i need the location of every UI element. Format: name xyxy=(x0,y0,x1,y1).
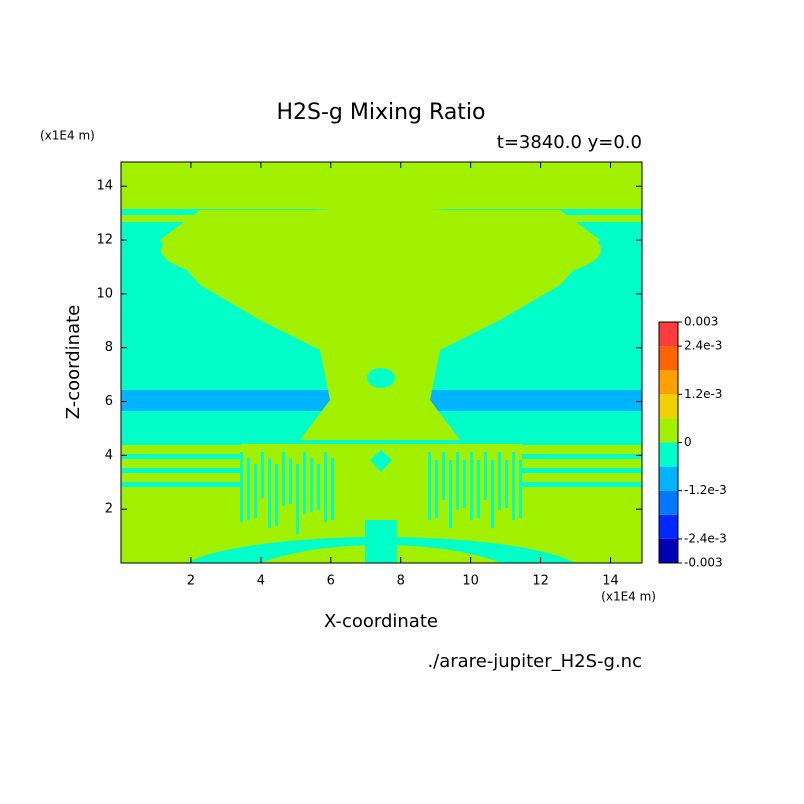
colorbar-band xyxy=(659,346,678,371)
y-tick-label: 8 xyxy=(105,340,113,355)
contour-region xyxy=(275,464,278,526)
contour-region xyxy=(160,210,600,440)
contour-region xyxy=(512,452,515,520)
x-tick-label: 14 xyxy=(602,574,619,589)
colorbar-band xyxy=(659,490,678,515)
contour-region xyxy=(121,440,241,445)
contour-region xyxy=(456,452,459,510)
contour-region xyxy=(491,460,494,528)
x-tick-label: 2 xyxy=(187,574,195,589)
y-tick-label: 14 xyxy=(96,179,113,194)
contour-region xyxy=(449,460,452,528)
x-tick-label: 6 xyxy=(327,574,335,589)
y-tick-label: 2 xyxy=(105,502,113,517)
contour-region xyxy=(282,452,285,506)
colorbar-band xyxy=(659,322,678,347)
contour-region xyxy=(310,458,313,512)
y-tick-label: 12 xyxy=(96,233,113,248)
colorbar-band xyxy=(659,418,678,443)
y-tick-label: 6 xyxy=(105,394,113,409)
y-axis-label: Z-coordinate xyxy=(63,305,84,420)
contour-region xyxy=(296,464,299,534)
y-unit: (x1E4 m) xyxy=(40,129,95,143)
colorbar-band xyxy=(659,514,678,539)
x-tick-label: 10 xyxy=(462,574,479,589)
colorbar-tick-label: 2.4e-3 xyxy=(684,339,722,353)
colorbar-tick-label: 1.2e-3 xyxy=(684,387,722,401)
contour-region xyxy=(428,390,642,411)
contour-region xyxy=(463,460,466,508)
contour-region xyxy=(505,460,508,508)
y-tick-label: 4 xyxy=(105,448,113,463)
contour-region xyxy=(367,368,395,388)
colorbar-tick-label: -2.4e-3 xyxy=(684,531,727,545)
contour-region xyxy=(317,464,320,510)
contour-region xyxy=(522,440,642,445)
contour-region xyxy=(247,458,250,520)
contour-region xyxy=(370,450,392,472)
x-tick-label: 12 xyxy=(532,574,549,589)
contour-region xyxy=(522,454,642,459)
contour-region xyxy=(428,452,431,520)
source-file: ./arare-jupiter_H2S-g.nc xyxy=(427,651,642,672)
contour-region xyxy=(121,482,241,487)
contour-region xyxy=(324,452,327,522)
contour-region xyxy=(498,452,501,510)
contour-region xyxy=(240,452,243,522)
y-tick-label: 10 xyxy=(96,286,113,301)
contour-region xyxy=(519,460,522,518)
contour-region xyxy=(477,460,480,518)
contour-region xyxy=(470,452,473,520)
colorbar-tick-label: 0.003 xyxy=(684,315,718,329)
colorbar-band xyxy=(659,442,678,467)
contour-region xyxy=(254,464,257,518)
contour-region xyxy=(121,454,241,459)
contour-region xyxy=(121,468,241,473)
contour-region xyxy=(484,452,487,500)
contour-region xyxy=(442,452,445,500)
plot-frame xyxy=(120,161,643,564)
x-tick-label: 8 xyxy=(397,574,405,589)
contour-region xyxy=(331,458,334,520)
contour-region xyxy=(289,458,292,504)
colorbar-tick-label: 0 xyxy=(684,435,692,449)
contour-region xyxy=(261,452,264,498)
contour-region xyxy=(303,452,306,514)
x-axis-label: X-coordinate xyxy=(324,611,438,632)
colorbar-band xyxy=(659,538,678,563)
contour-region xyxy=(365,520,397,563)
contour-region xyxy=(435,460,438,518)
x-tick-label: 4 xyxy=(257,574,265,589)
colorbar-band xyxy=(659,466,678,491)
colorbar-band xyxy=(659,394,678,419)
chart-subtitle: t=3840.0 y=0.0 xyxy=(497,132,642,153)
colorbar-tick-label: -1.2e-3 xyxy=(684,483,727,497)
chart-title: H2S-g Mixing Ratio xyxy=(276,100,485,125)
x-unit: (x1E4 m) xyxy=(601,590,656,604)
contour-region xyxy=(522,468,642,473)
colorbar-tick-label: -0.003 xyxy=(684,556,723,570)
colorbar-band xyxy=(659,370,678,395)
contour-region xyxy=(121,390,336,411)
contour-field xyxy=(121,162,642,563)
contour-region xyxy=(522,482,642,487)
contour-region xyxy=(268,458,271,528)
